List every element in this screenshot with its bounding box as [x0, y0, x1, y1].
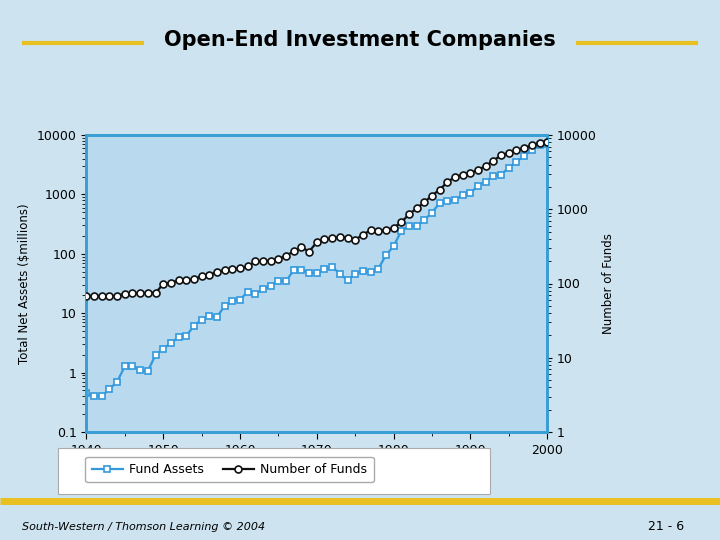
- Line: Number of Funds: Number of Funds: [83, 138, 551, 299]
- Fund Assets: [366, 269, 375, 275]
- Text: South-Western / Thomson Learning © 2004: South-Western / Thomson Learning © 2004: [22, 522, 265, 531]
- Text: 21 - 6: 21 - 6: [648, 520, 684, 533]
- Line: Fund Assets: Fund Assets: [83, 141, 551, 400]
- Fund Assets: [82, 390, 91, 396]
- Number of Funds: [359, 232, 367, 238]
- X-axis label: Year: Year: [298, 462, 336, 477]
- Fund Assets: [90, 393, 99, 400]
- Number of Funds: [174, 277, 183, 284]
- Number of Funds: [82, 293, 91, 299]
- Fund Assets: [336, 271, 344, 277]
- Number of Funds: [482, 163, 490, 169]
- Fund Assets: [251, 291, 260, 297]
- Number of Funds: [328, 235, 336, 241]
- Fund Assets: [543, 141, 552, 147]
- Fund Assets: [489, 172, 498, 179]
- Y-axis label: Total Net Assets ($millions): Total Net Assets ($millions): [18, 203, 31, 364]
- Legend: Fund Assets, Number of Funds: Fund Assets, Number of Funds: [86, 457, 374, 482]
- Y-axis label: Number of Funds: Number of Funds: [603, 233, 616, 334]
- Number of Funds: [543, 138, 552, 145]
- Fund Assets: [182, 333, 191, 339]
- Number of Funds: [189, 276, 198, 282]
- Text: Open-End Investment Companies: Open-End Investment Companies: [164, 30, 556, 51]
- Number of Funds: [243, 263, 252, 269]
- Fund Assets: [197, 316, 206, 323]
